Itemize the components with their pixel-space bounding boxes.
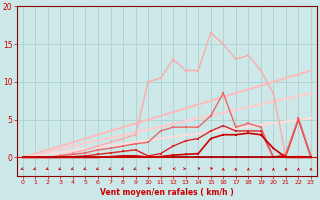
X-axis label: Vent moyen/en rafales ( km/h ): Vent moyen/en rafales ( km/h )	[100, 188, 234, 197]
